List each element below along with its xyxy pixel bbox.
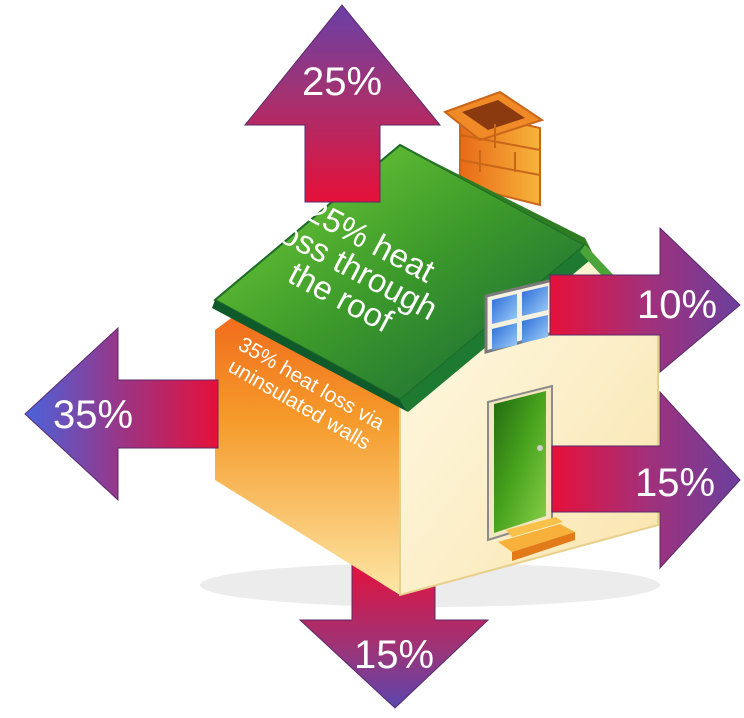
roof-arrow-shape bbox=[243, 4, 442, 203]
door-heat-arrow: 15% bbox=[551, 390, 741, 570]
left-arrow-label: 35% bbox=[53, 393, 133, 437]
left-arrow-shape bbox=[24, 326, 219, 502]
door-arrow-label: 15% bbox=[635, 461, 715, 505]
left-wall-heat-arrow: 35% bbox=[24, 326, 219, 502]
door-arrow-shape bbox=[551, 390, 741, 570]
house-window bbox=[484, 278, 555, 354]
door-steps bbox=[498, 517, 575, 561]
roof-heat-arrow: 25% bbox=[243, 4, 442, 203]
floor-arrow-label: 15% bbox=[354, 633, 434, 677]
chimney bbox=[442, 90, 545, 207]
window-heat-arrow: 10% bbox=[549, 226, 741, 374]
roof-arrow-label: 25% bbox=[302, 60, 382, 104]
house-door bbox=[487, 384, 553, 542]
window-arrow-label: 10% bbox=[637, 283, 717, 327]
window-arrow-shape bbox=[549, 226, 741, 374]
